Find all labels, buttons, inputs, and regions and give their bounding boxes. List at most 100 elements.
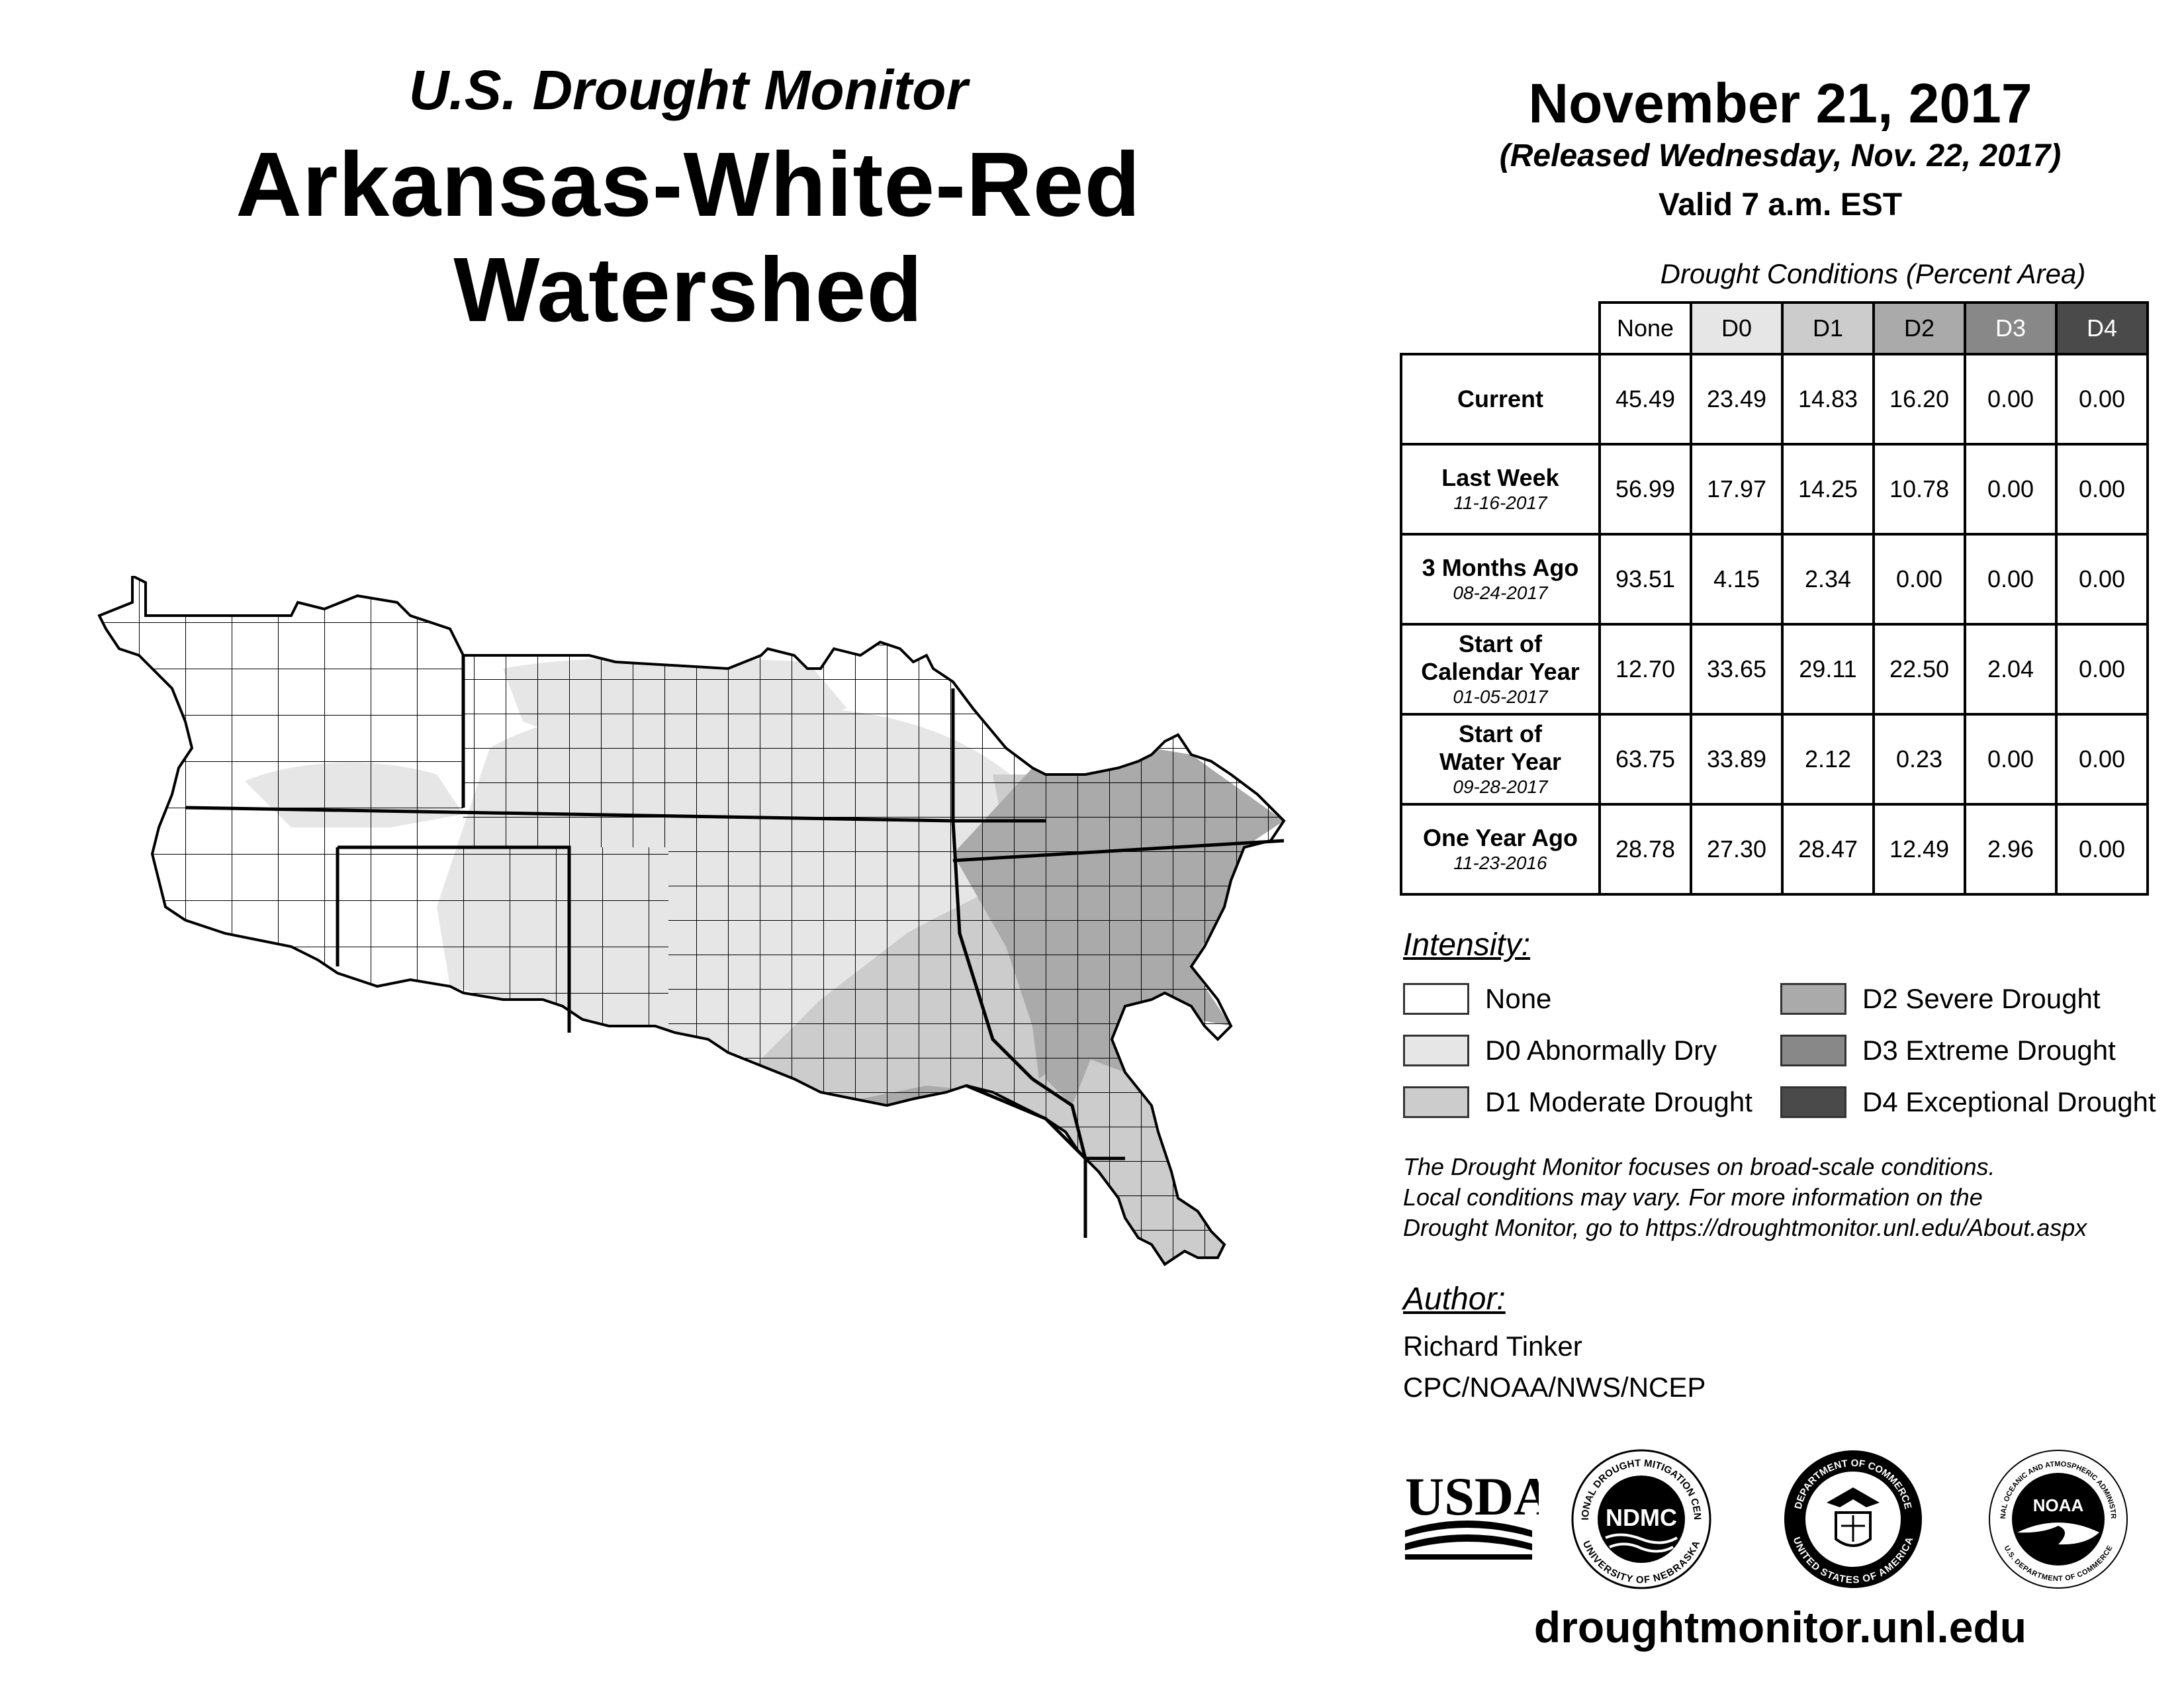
row-date: 09-28-2017 — [1453, 776, 1548, 797]
county-lines — [99, 576, 463, 1105]
row-label: One Year Ago 11-23-2016 — [1400, 803, 1601, 896]
row-label-text: Last Week — [1441, 464, 1559, 491]
legend-item: D0 Abnormally Dry — [1403, 1035, 1717, 1066]
table-cell: 93.51 — [1598, 533, 1692, 626]
legend-label: D0 Abnormally Dry — [1485, 1035, 1717, 1066]
row-label: Start of Calendar Year 01-05-2017 — [1400, 623, 1601, 716]
table-cell: 0.00 — [1964, 533, 2058, 626]
legend-label: D1 Moderate Drought — [1485, 1086, 1752, 1117]
table-cell: 0.00 — [2055, 713, 2149, 806]
table-cell: 33.65 — [1690, 623, 1784, 716]
valid-time: Valid 7 a.m. EST — [1658, 187, 1903, 222]
table-cell: 0.00 — [1964, 443, 2058, 536]
row-label-text: Start of — [1459, 630, 1542, 657]
map-subtitle: U.S. Drought Monitor — [408, 59, 968, 121]
legend-swatch — [1403, 1035, 1469, 1066]
legend-item: None — [1403, 983, 1551, 1015]
table-cell: 17.97 — [1690, 443, 1784, 536]
table-cell: 12.49 — [1872, 803, 1966, 896]
legend-swatch — [1780, 1086, 1846, 1118]
legend-label: None — [1485, 983, 1552, 1014]
row-label-text: Start of — [1459, 720, 1542, 747]
county-lines — [668, 847, 1052, 1112]
state-line — [951, 820, 1034, 1080]
state-line — [966, 1084, 1125, 1160]
table-cell: 0.00 — [2055, 533, 2149, 626]
table-cell: 0.00 — [2055, 803, 2149, 896]
noaa-logo-text: NOAA — [2033, 1495, 2084, 1515]
row-date: 11-23-2016 — [1453, 853, 1547, 873]
map-date: November 21, 2017 — [1528, 72, 2032, 134]
table-cell: 14.83 — [1781, 353, 1875, 445]
row-label: Last Week 11-16-2017 — [1400, 443, 1601, 536]
table-row: Start of Water Year 09-28-2017 63.75 33.89 2.… — [1400, 713, 2149, 806]
table-caption: Drought Conditions (Percent Area) — [1660, 258, 2086, 289]
table-cell: 0.00 — [1872, 533, 1966, 626]
state-line — [338, 845, 571, 1033]
table-cell: 12.70 — [1598, 623, 1692, 716]
row-label: Start of Water Year 09-28-2017 — [1400, 713, 1601, 806]
table-cell: 2.04 — [1964, 623, 2058, 716]
legend-swatch — [1780, 1035, 1846, 1066]
ndmc-logo-text: NDMC — [1606, 1504, 1677, 1531]
ndmc-logo: NATIONAL DROUGHT MITIGATION CENTER UNIVE… — [1569, 1446, 1711, 1589]
author-name: Richard Tinker — [1403, 1331, 1582, 1362]
legend-label: D2 Severe Drought — [1862, 983, 2101, 1014]
table-cell: 33.89 — [1690, 713, 1784, 806]
noaa-logo: NATIONAL OCEANIC AND ATMOSPHERIC ADMINIS… — [1985, 1446, 2128, 1589]
legend-item: D3 Extreme Drought — [1780, 1035, 2116, 1066]
column-header: D4 — [2055, 301, 2149, 355]
row-label-text: 3 Months Ago — [1422, 554, 1579, 581]
table-cell: 0.00 — [2055, 353, 2149, 445]
state-line — [1031, 1077, 1087, 1238]
legend-title: Intensity: — [1403, 927, 1531, 962]
table-cell: 0.00 — [2055, 443, 2149, 536]
state-line — [952, 839, 1285, 863]
legend-swatch — [1780, 983, 1846, 1015]
table-cell: 10.78 — [1872, 443, 1966, 536]
table-cell: 29.11 — [1781, 623, 1875, 716]
county-lines — [463, 576, 1046, 847]
table-cell: 63.75 — [1598, 713, 1692, 806]
table-cell: 16.20 — [1872, 353, 1966, 445]
disclaimer-note: The Drought Monitor focuses on broad-sca… — [1403, 1152, 2158, 1243]
table-cell: 0.00 — [1964, 353, 2058, 445]
table-cell: 27.30 — [1690, 803, 1784, 896]
table-header-row: None D0 D1 D2 D3 D4 — [1401, 301, 2149, 355]
commerce-seal: DEPARTMENT OF COMMERCE UNITED STATES OF … — [1784, 1450, 1922, 1588]
legend-swatch — [1403, 983, 1469, 1015]
county-lines — [338, 847, 668, 1033]
table-cell: 56.99 — [1598, 443, 1692, 536]
table-cell: 14.25 — [1781, 443, 1875, 536]
map-title: Arkansas-White-Red Watershed — [236, 134, 1141, 341]
row-date: 11-16-2017 — [1453, 492, 1547, 513]
note-line: The Drought Monitor focuses on broad-sca… — [1403, 1153, 1995, 1180]
row-label-text: Calendar Year — [1421, 658, 1580, 685]
column-header: D0 — [1690, 301, 1784, 355]
table-cell: 28.78 — [1598, 803, 1692, 896]
state-boundaries — [185, 655, 1285, 1238]
legend-item: D4 Exceptional Drought — [1780, 1086, 2156, 1118]
column-header: D2 — [1872, 301, 1966, 355]
table-cell: 4.15 — [1690, 533, 1784, 626]
legend-item: D1 Moderate Drought — [1403, 1086, 1752, 1118]
legend-label: D3 Extreme Drought — [1862, 1035, 2116, 1066]
author-organization: CPC/NOAA/NWS/NCEP — [1403, 1372, 1706, 1403]
website-url[interactable]: droughtmonitor.unl.edu — [1533, 1603, 2027, 1652]
table-cell: 2.34 — [1781, 533, 1875, 626]
row-label-text: Current — [1457, 385, 1543, 412]
table-cell: 0.00 — [2055, 623, 2149, 716]
column-header: D3 — [1964, 301, 2058, 355]
column-header: D1 — [1781, 301, 1875, 355]
release-date: (Released Wednesday, Nov. 22, 2017) — [1499, 138, 2062, 173]
table-corner — [1401, 303, 1601, 355]
row-label: 3 Months Ago 08-24-2017 — [1400, 533, 1601, 626]
table-cell: 28.47 — [1781, 803, 1875, 896]
row-date: 01-05-2017 — [1453, 686, 1548, 707]
table-cell: 0.23 — [1872, 713, 1966, 806]
usda-logo: USDA — [1405, 1466, 1539, 1560]
table-row: One Year Ago 11-23-2016 28.78 27.30 28.47 12.… — [1400, 803, 2149, 896]
usda-logo-text: USDA — [1405, 1466, 1539, 1526]
table-row: 3 Months Ago 08-24-2017 93.51 4.15 2.34 0.00 0… — [1400, 533, 2149, 626]
table-row: Current 45.49 23.49 14.83 16.20 0.00 0.00 — [1400, 353, 2149, 445]
